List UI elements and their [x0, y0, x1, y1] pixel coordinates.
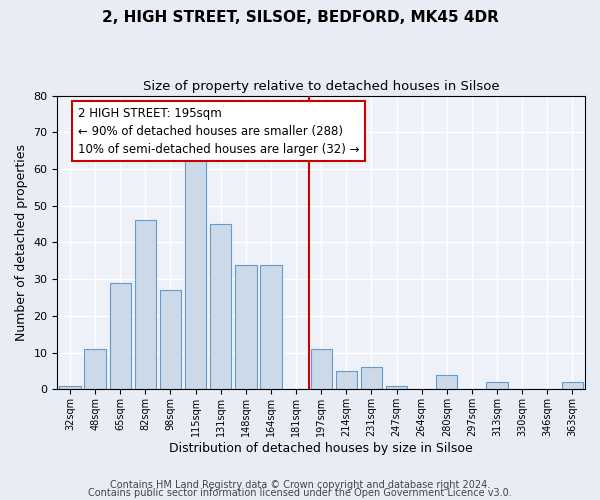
- Text: 2, HIGH STREET, SILSOE, BEDFORD, MK45 4DR: 2, HIGH STREET, SILSOE, BEDFORD, MK45 4D…: [101, 10, 499, 25]
- Bar: [134, 220, 156, 390]
- Bar: [235, 264, 257, 390]
- Bar: [335, 371, 357, 390]
- Title: Size of property relative to detached houses in Silsoe: Size of property relative to detached ho…: [143, 80, 500, 93]
- Y-axis label: Number of detached properties: Number of detached properties: [15, 144, 28, 341]
- Text: 2 HIGH STREET: 195sqm
← 90% of detached houses are smaller (288)
10% of semi-det: 2 HIGH STREET: 195sqm ← 90% of detached …: [77, 106, 359, 156]
- Bar: [361, 368, 382, 390]
- Bar: [185, 158, 206, 390]
- Text: Contains public sector information licensed under the Open Government Licence v3: Contains public sector information licen…: [88, 488, 512, 498]
- X-axis label: Distribution of detached houses by size in Silsoe: Distribution of detached houses by size …: [169, 442, 473, 455]
- Bar: [260, 264, 281, 390]
- Bar: [562, 382, 583, 390]
- Bar: [386, 386, 407, 390]
- Bar: [487, 382, 508, 390]
- Bar: [110, 283, 131, 390]
- Bar: [160, 290, 181, 390]
- Bar: [210, 224, 232, 390]
- Bar: [85, 349, 106, 390]
- Text: Contains HM Land Registry data © Crown copyright and database right 2024.: Contains HM Land Registry data © Crown c…: [110, 480, 490, 490]
- Bar: [311, 349, 332, 390]
- Bar: [436, 374, 457, 390]
- Bar: [59, 386, 80, 390]
